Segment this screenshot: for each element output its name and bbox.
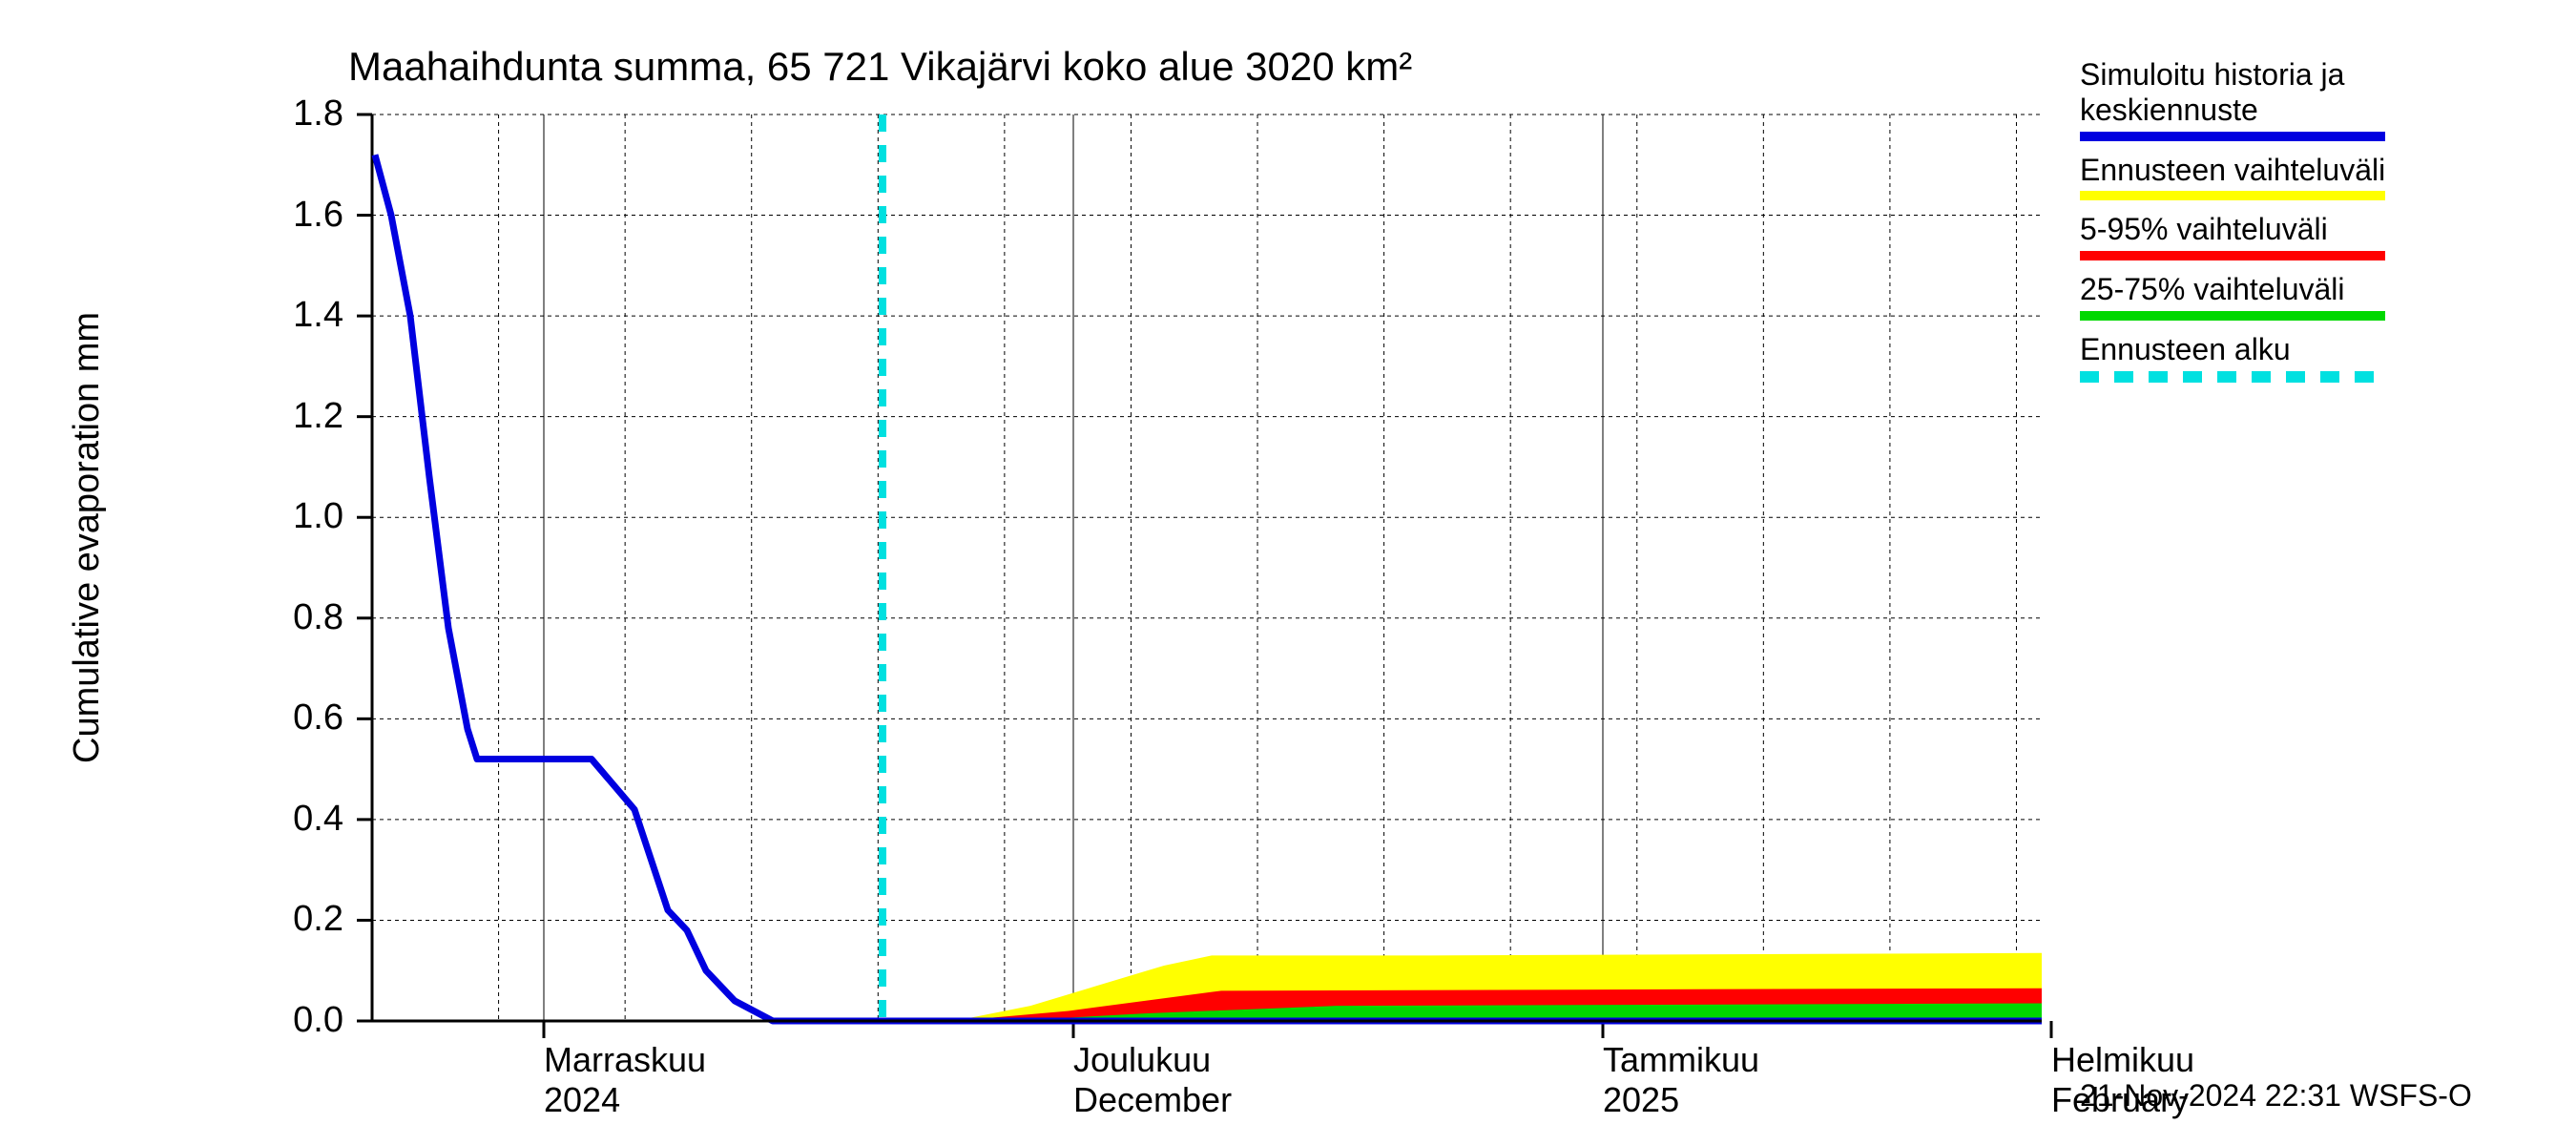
legend-label: Ennusteen alku — [2080, 332, 2557, 367]
legend-label: keskiennuste — [2080, 93, 2557, 128]
legend-label: Ennusteen vaihteluväli — [2080, 153, 2557, 188]
legend-swatch — [2080, 191, 2385, 200]
ytick-label: 0.8 — [267, 597, 343, 638]
legend-swatch — [2080, 371, 2385, 383]
ytick-label: 1.0 — [267, 496, 343, 537]
legend-entry: 25-75% vaihteluväli — [2080, 272, 2557, 321]
legend-label: 25-75% vaihteluväli — [2080, 272, 2557, 307]
legend-label: 5-95% vaihteluväli — [2080, 212, 2557, 247]
legend-entry: Ennusteen alku — [2080, 332, 2557, 383]
xtick-label-line1: Joulukuu — [1073, 1040, 1211, 1080]
ytick-label: 1.2 — [267, 396, 343, 437]
ytick-label: 0.6 — [267, 697, 343, 739]
ytick-label: 0.2 — [267, 899, 343, 940]
legend-entry: 5-95% vaihteluväli — [2080, 212, 2557, 260]
ytick-label: 0.0 — [267, 1000, 343, 1041]
ytick-label: 1.4 — [267, 295, 343, 336]
legend-swatch — [2080, 132, 2385, 141]
legend-entry: Simuloitu historia jakeskiennuste — [2080, 57, 2557, 141]
chart-container: Maahaihdunta summa, 65 721 Vikajärvi kok… — [0, 0, 2576, 1145]
legend: Simuloitu historia jakeskiennuste Ennuste… — [2080, 57, 2557, 394]
xtick-label-line2: 2025 — [1603, 1080, 1679, 1120]
xtick-label-line1: Helmikuu — [2051, 1040, 2194, 1080]
ytick-label: 1.6 — [267, 195, 343, 236]
footer-timestamp: 21-Nov-2024 22:31 WSFS-O — [2080, 1078, 2472, 1114]
legend-swatch — [2080, 251, 2385, 260]
xtick-label-line2: December — [1073, 1080, 1232, 1120]
xtick-label-line1: Tammikuu — [1603, 1040, 1759, 1080]
ytick-label: 0.4 — [267, 799, 343, 840]
xtick-label-line1: Marraskuu — [544, 1040, 706, 1080]
ytick-label: 1.8 — [267, 94, 343, 135]
legend-entry: Ennusteen vaihteluväli — [2080, 153, 2557, 201]
legend-label: Simuloitu historia ja — [2080, 57, 2557, 93]
legend-swatch — [2080, 311, 2385, 321]
xtick-label-line2: 2024 — [544, 1080, 620, 1120]
